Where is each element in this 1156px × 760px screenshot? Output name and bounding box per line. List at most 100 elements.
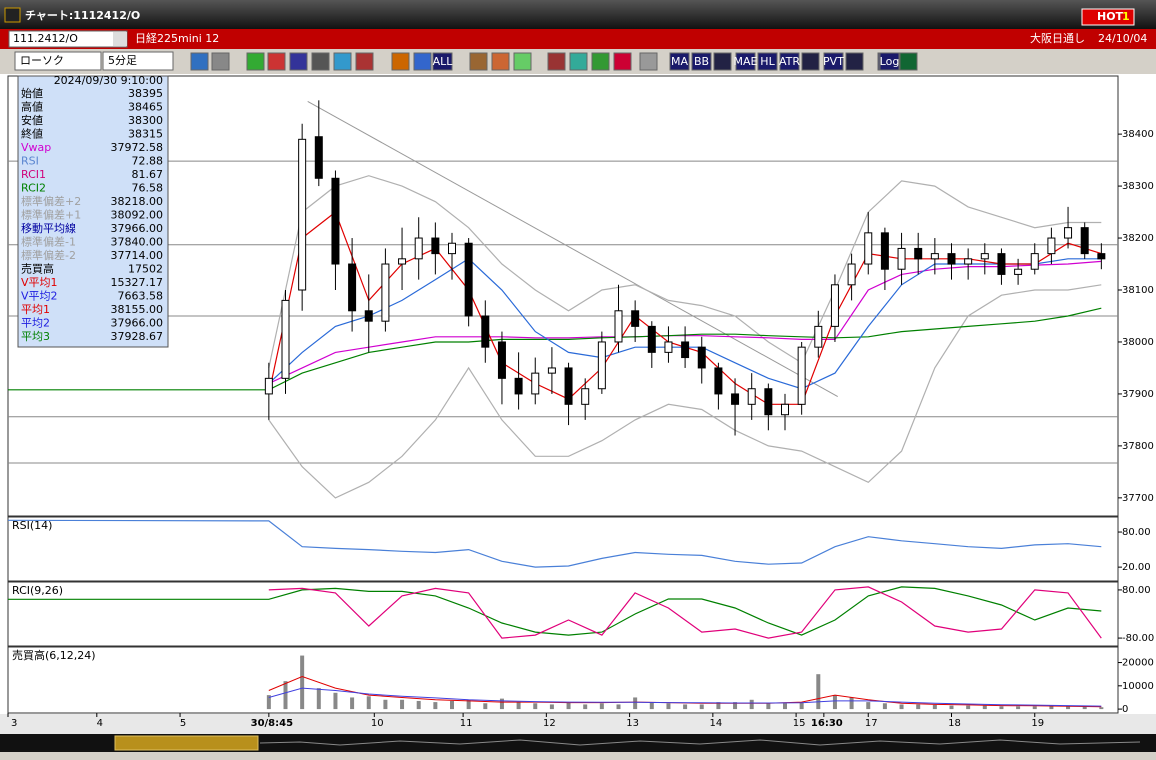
text-button[interactable] [735, 52, 756, 71]
app-icon [4, 7, 21, 23]
bottom-edge [0, 752, 1156, 760]
candle-body [864, 232, 873, 265]
volume-bar [799, 702, 804, 710]
tool-button[interactable] [591, 52, 610, 71]
window-title: チャート:1112412/O [25, 9, 140, 22]
date: 24/10/04 [1098, 32, 1147, 45]
info-value: 38465 [128, 101, 163, 114]
volume-bar [466, 699, 471, 710]
candle-body [814, 325, 823, 348]
candle-body [381, 263, 390, 322]
tool-button[interactable] [246, 52, 265, 71]
volume-bar [516, 702, 521, 710]
y-tick-label: 38400 [1122, 129, 1154, 140]
info-value: 38300 [128, 114, 163, 127]
scrollbar[interactable] [0, 734, 1156, 752]
tool-button[interactable] [355, 52, 374, 71]
text-button-label: MA [671, 55, 688, 68]
tool-button[interactable] [713, 52, 732, 71]
info-value: 37966.00 [111, 317, 164, 330]
volume-bar [616, 704, 621, 710]
y-tick-label: 10000 [1122, 681, 1154, 692]
tool-button[interactable] [211, 52, 230, 71]
info-value: 15327.17 [111, 276, 164, 289]
x-tick-label: 4 [97, 718, 103, 729]
volume-bar [416, 700, 421, 710]
volume-bar [400, 699, 405, 710]
candle-body [947, 253, 956, 265]
y-tick-label: 38200 [1122, 233, 1154, 244]
volume-bar [583, 704, 588, 710]
volume-bar [649, 702, 654, 710]
candle-body [897, 247, 906, 270]
text-button[interactable] [879, 52, 900, 71]
volume-bar [816, 674, 821, 710]
text-button[interactable] [823, 52, 844, 71]
scroll-thumb[interactable] [114, 735, 259, 751]
tool-button[interactable] [391, 52, 410, 71]
text-button-label: BB [694, 55, 709, 68]
dropdown-btn[interactable] [113, 32, 127, 46]
info-value: 37966.00 [111, 222, 164, 235]
tool-button[interactable] [547, 52, 566, 71]
tool-button[interactable] [613, 52, 632, 71]
text-button-label: PVT [823, 55, 844, 68]
tool-button[interactable] [311, 52, 330, 71]
info-label: 終値 [21, 127, 43, 141]
panel-title: RCI(9,26) [12, 584, 63, 597]
info-datetime: 2024/09/30 9:10:00 [54, 74, 163, 87]
candle-body [964, 258, 973, 265]
info-label: 高値 [21, 100, 43, 114]
text-button[interactable] [757, 52, 778, 71]
tool-button[interactable] [491, 52, 510, 71]
hot-badge[interactable] [1081, 8, 1135, 26]
volume-bar [1066, 706, 1071, 710]
candle-body [1080, 227, 1089, 255]
volume-bar [566, 702, 571, 710]
style-select[interactable] [14, 51, 102, 71]
tool-button[interactable] [333, 52, 352, 71]
text-button-label: HL [760, 55, 775, 68]
volume-bar [633, 697, 638, 710]
tool-button[interactable] [469, 52, 488, 71]
info-label: 移動平均線 [21, 221, 76, 235]
text-button[interactable] [691, 52, 712, 71]
tool-button[interactable] [569, 52, 588, 71]
tool-button[interactable] [899, 52, 918, 71]
candle-body [298, 138, 307, 291]
interval-select[interactable] [102, 51, 174, 71]
tool-button[interactable] [267, 52, 286, 71]
volume-bar [849, 697, 854, 710]
tool-button[interactable] [801, 52, 820, 71]
tool-button[interactable] [289, 52, 308, 71]
info-label: 標準偏差+1 [21, 208, 81, 222]
candle-body [664, 341, 673, 353]
candle-body [747, 388, 756, 405]
volume-bar [749, 699, 754, 710]
candle-body [514, 377, 523, 395]
candle-body [914, 247, 923, 260]
tool-button[interactable] [413, 52, 432, 71]
tool-button[interactable] [190, 52, 209, 71]
x-tick-label: 19 [1031, 718, 1044, 729]
volume-bar [783, 703, 787, 710]
candle-body [797, 346, 806, 405]
text-button[interactable] [669, 52, 690, 71]
y-tick-label: 38100 [1122, 285, 1154, 296]
text-button-label: MAE [734, 55, 758, 68]
volume-bar [383, 699, 388, 710]
x-tick-label: 5 [180, 718, 186, 729]
x-tick-label: 14 [709, 718, 722, 729]
volume-ma-line [268, 687, 1102, 707]
text-button[interactable] [432, 52, 453, 71]
info-value: 72.88 [132, 155, 164, 168]
text-button[interactable] [779, 52, 800, 71]
candle-body [830, 284, 839, 327]
x-tick-label: 11 [460, 718, 473, 729]
tool-button[interactable] [639, 52, 658, 71]
candle-body [497, 341, 506, 379]
candle-body [631, 310, 640, 327]
tool-button[interactable] [513, 52, 532, 71]
tool-button[interactable] [845, 52, 864, 71]
info-label: V平均2 [21, 290, 58, 303]
